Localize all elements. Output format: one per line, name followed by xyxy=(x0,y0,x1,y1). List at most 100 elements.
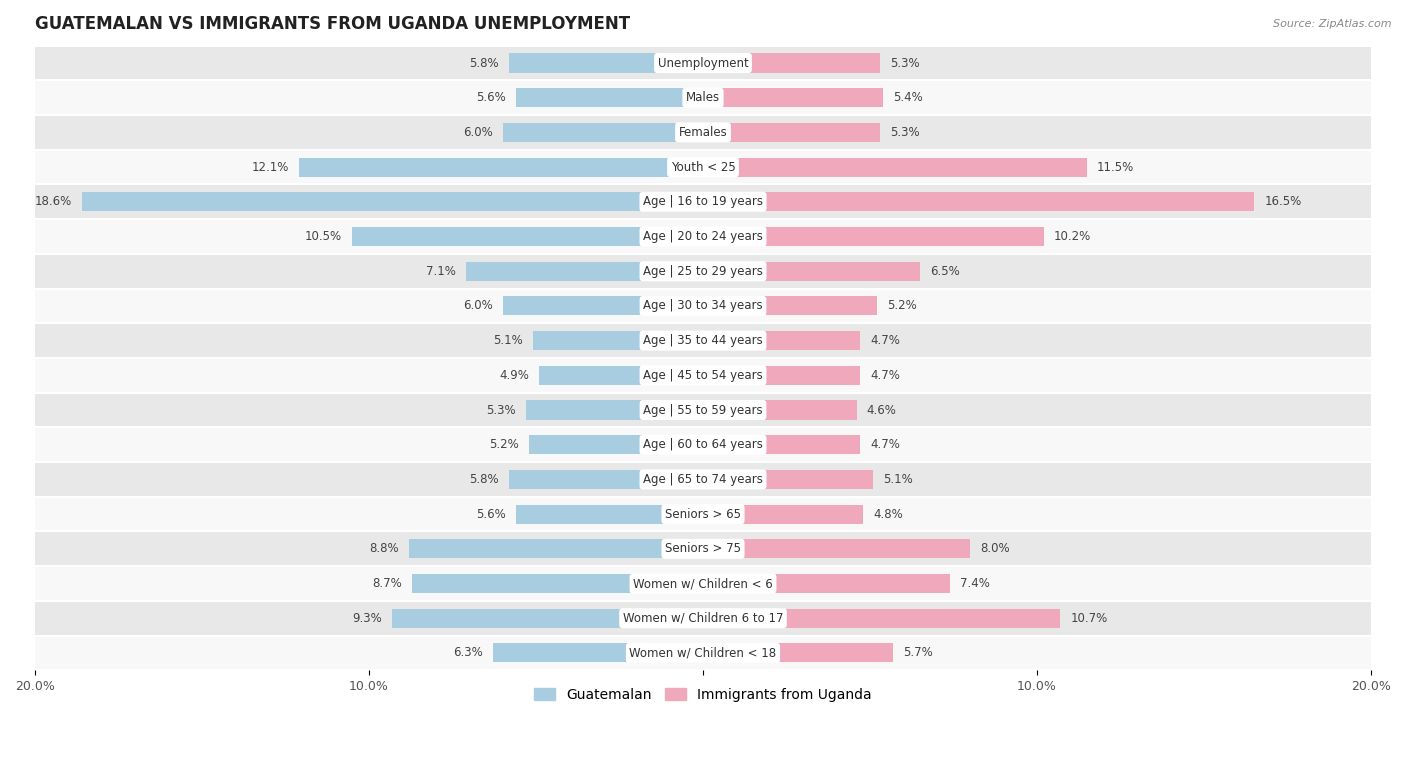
Text: 8.0%: 8.0% xyxy=(980,542,1010,556)
Text: 10.7%: 10.7% xyxy=(1070,612,1108,625)
Text: Females: Females xyxy=(679,126,727,139)
Bar xyxy=(392,609,703,628)
Bar xyxy=(35,254,1371,288)
Text: 8.8%: 8.8% xyxy=(370,542,399,556)
Bar xyxy=(35,323,1371,358)
Bar xyxy=(409,539,703,559)
Text: Age | 35 to 44 years: Age | 35 to 44 years xyxy=(643,334,763,347)
Text: 5.3%: 5.3% xyxy=(486,403,516,416)
Text: Age | 65 to 74 years: Age | 65 to 74 years xyxy=(643,473,763,486)
Bar xyxy=(703,505,863,524)
Bar xyxy=(35,636,1371,670)
Bar xyxy=(703,88,883,107)
Text: Women w/ Children < 18: Women w/ Children < 18 xyxy=(630,646,776,659)
Bar xyxy=(35,80,1371,115)
Bar xyxy=(35,150,1371,185)
Text: 18.6%: 18.6% xyxy=(34,195,72,208)
Text: 4.8%: 4.8% xyxy=(873,508,903,521)
Bar xyxy=(703,435,860,454)
Text: Age | 16 to 19 years: Age | 16 to 19 years xyxy=(643,195,763,208)
Text: 5.2%: 5.2% xyxy=(489,438,519,451)
Bar xyxy=(703,539,970,559)
Text: 7.1%: 7.1% xyxy=(426,265,456,278)
Bar xyxy=(703,54,880,73)
Text: Women w/ Children < 6: Women w/ Children < 6 xyxy=(633,577,773,590)
Text: 5.2%: 5.2% xyxy=(887,300,917,313)
Bar xyxy=(35,531,1371,566)
Text: Age | 55 to 59 years: Age | 55 to 59 years xyxy=(643,403,763,416)
Bar xyxy=(35,601,1371,636)
Text: 10.5%: 10.5% xyxy=(305,230,342,243)
Text: 5.6%: 5.6% xyxy=(477,508,506,521)
Text: Women w/ Children 6 to 17: Women w/ Children 6 to 17 xyxy=(623,612,783,625)
Bar xyxy=(299,157,703,176)
Bar xyxy=(502,123,703,142)
Text: Unemployment: Unemployment xyxy=(658,57,748,70)
Text: 11.5%: 11.5% xyxy=(1097,160,1135,173)
Bar xyxy=(703,157,1087,176)
Bar xyxy=(526,400,703,419)
Text: 4.7%: 4.7% xyxy=(870,438,900,451)
Bar xyxy=(35,462,1371,497)
Bar xyxy=(703,297,877,316)
Bar xyxy=(82,192,703,211)
Bar xyxy=(353,227,703,246)
Text: 6.0%: 6.0% xyxy=(463,300,492,313)
Text: 5.3%: 5.3% xyxy=(890,126,920,139)
Text: GUATEMALAN VS IMMIGRANTS FROM UGANDA UNEMPLOYMENT: GUATEMALAN VS IMMIGRANTS FROM UGANDA UNE… xyxy=(35,15,630,33)
Text: 9.3%: 9.3% xyxy=(353,612,382,625)
Text: 5.1%: 5.1% xyxy=(494,334,523,347)
Bar xyxy=(703,192,1254,211)
Bar xyxy=(540,366,703,385)
Bar xyxy=(529,435,703,454)
Legend: Guatemalan, Immigrants from Uganda: Guatemalan, Immigrants from Uganda xyxy=(529,682,877,707)
Bar xyxy=(703,366,860,385)
Text: 4.9%: 4.9% xyxy=(499,369,529,382)
Bar xyxy=(412,574,703,593)
Text: 4.7%: 4.7% xyxy=(870,334,900,347)
Text: Age | 60 to 64 years: Age | 60 to 64 years xyxy=(643,438,763,451)
Text: Age | 25 to 29 years: Age | 25 to 29 years xyxy=(643,265,763,278)
Text: 12.1%: 12.1% xyxy=(252,160,288,173)
Bar xyxy=(703,262,920,281)
Text: 10.2%: 10.2% xyxy=(1053,230,1091,243)
Bar xyxy=(703,643,893,662)
Text: Source: ZipAtlas.com: Source: ZipAtlas.com xyxy=(1274,19,1392,29)
Bar xyxy=(35,497,1371,531)
Text: 5.8%: 5.8% xyxy=(470,473,499,486)
Bar xyxy=(502,297,703,316)
Text: 5.6%: 5.6% xyxy=(477,92,506,104)
Text: Seniors > 75: Seniors > 75 xyxy=(665,542,741,556)
Text: 5.4%: 5.4% xyxy=(893,92,924,104)
Bar xyxy=(533,331,703,350)
Bar xyxy=(509,470,703,489)
Text: 4.6%: 4.6% xyxy=(866,403,897,416)
Bar xyxy=(516,88,703,107)
Bar xyxy=(516,505,703,524)
Text: 7.4%: 7.4% xyxy=(960,577,990,590)
Text: 4.7%: 4.7% xyxy=(870,369,900,382)
Text: 6.0%: 6.0% xyxy=(463,126,492,139)
Bar xyxy=(35,288,1371,323)
Text: 8.7%: 8.7% xyxy=(373,577,402,590)
Text: Age | 30 to 34 years: Age | 30 to 34 years xyxy=(643,300,763,313)
Bar xyxy=(703,227,1043,246)
Bar xyxy=(703,123,880,142)
Text: Age | 45 to 54 years: Age | 45 to 54 years xyxy=(643,369,763,382)
Bar xyxy=(703,574,950,593)
Bar xyxy=(35,45,1371,80)
Bar xyxy=(703,331,860,350)
Text: 5.1%: 5.1% xyxy=(883,473,912,486)
Bar xyxy=(35,393,1371,428)
Text: 6.3%: 6.3% xyxy=(453,646,482,659)
Text: 5.8%: 5.8% xyxy=(470,57,499,70)
Text: 5.7%: 5.7% xyxy=(904,646,934,659)
Text: Youth < 25: Youth < 25 xyxy=(671,160,735,173)
Text: 16.5%: 16.5% xyxy=(1264,195,1302,208)
Bar xyxy=(703,400,856,419)
Bar xyxy=(465,262,703,281)
Bar xyxy=(35,428,1371,462)
Text: Males: Males xyxy=(686,92,720,104)
Bar xyxy=(703,609,1060,628)
Bar xyxy=(35,220,1371,254)
